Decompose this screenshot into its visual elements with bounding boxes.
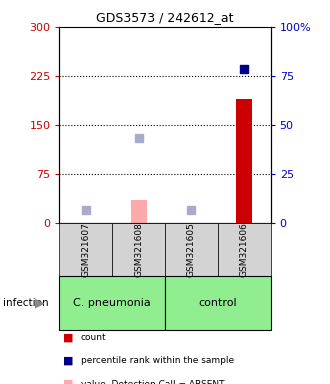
Text: infection: infection [3,298,49,308]
Text: GSM321605: GSM321605 [187,222,196,277]
Text: value, Detection Call = ABSENT: value, Detection Call = ABSENT [81,379,224,384]
Text: ■: ■ [63,379,73,384]
Text: count: count [81,333,107,343]
Text: GSM321608: GSM321608 [134,222,143,277]
Point [242,66,247,73]
Bar [131,200,147,223]
Text: GSM321607: GSM321607 [81,222,90,277]
Bar [165,223,218,276]
Bar [112,223,165,276]
Text: ▶: ▶ [35,297,44,310]
Text: control: control [198,298,237,308]
Point [189,207,194,213]
Bar [59,223,112,276]
Text: percentile rank within the sample: percentile rank within the sample [81,356,234,366]
Bar [165,276,271,330]
Point [83,207,88,213]
Text: ■: ■ [63,356,73,366]
Bar [218,223,271,276]
Point [136,135,141,141]
Text: GSM321606: GSM321606 [240,222,249,277]
Title: GDS3573 / 242612_at: GDS3573 / 242612_at [96,11,234,24]
Text: C. pneumonia: C. pneumonia [73,298,151,308]
Bar [236,99,252,223]
Text: ■: ■ [63,333,73,343]
Bar [59,276,165,330]
